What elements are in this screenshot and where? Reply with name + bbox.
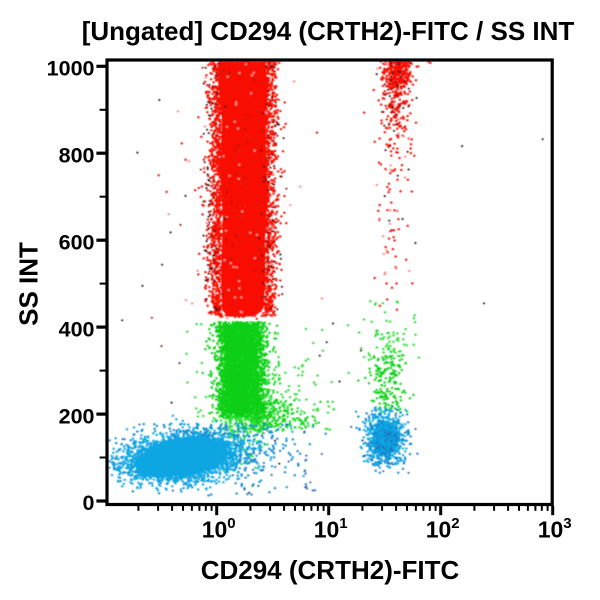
- svg-text:CD294 (CRTH2)-FITC: CD294 (CRTH2)-FITC: [201, 555, 460, 585]
- svg-text:103: 103: [538, 515, 572, 543]
- svg-text:[Ungated] CD294 (CRTH2)-FITC /: [Ungated] CD294 (CRTH2)-FITC / SS INT: [82, 16, 575, 46]
- svg-text:1000: 1000: [47, 57, 95, 81]
- svg-text:600: 600: [59, 230, 95, 254]
- svg-text:200: 200: [59, 404, 95, 428]
- svg-text:800: 800: [59, 143, 95, 167]
- svg-text:0: 0: [83, 491, 95, 515]
- svg-text:SS INT: SS INT: [14, 242, 44, 326]
- svg-text:400: 400: [59, 317, 95, 341]
